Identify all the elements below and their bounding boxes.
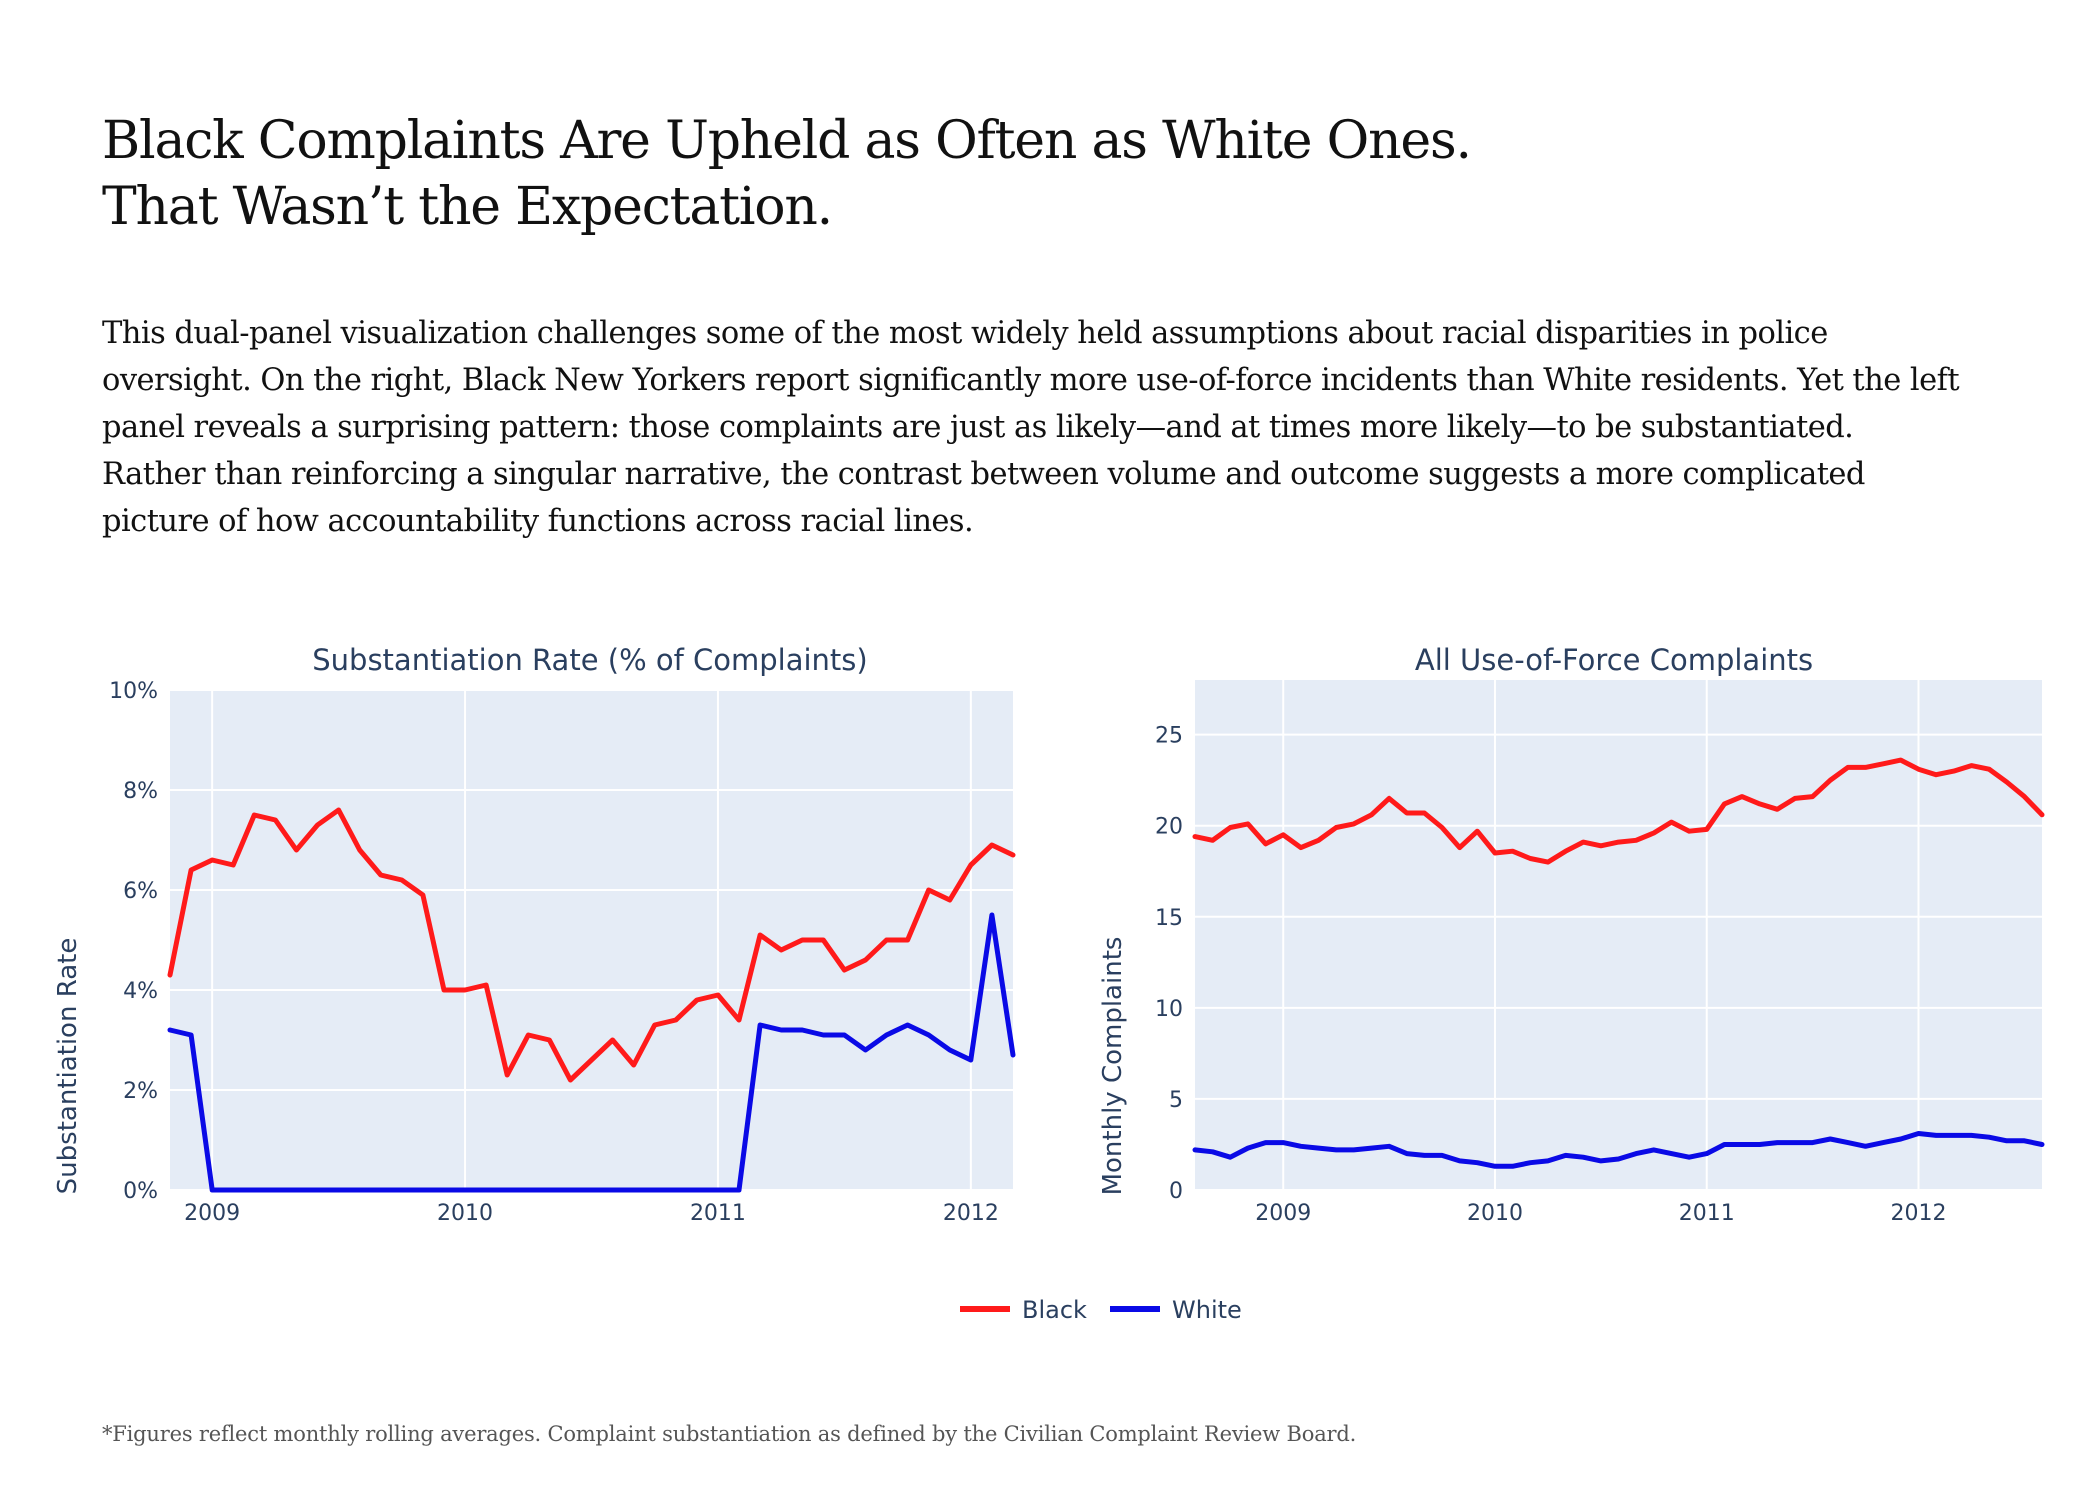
- headline-line-1: Black Complaints Are Upheld as Often as …: [102, 111, 1472, 171]
- legend-label-white: White: [1172, 1296, 1242, 1324]
- charts-figure: Substantiation Rate (% of Complaints) 0%…: [53, 643, 2045, 1324]
- use-of-force-y-tick-label: 25: [1155, 724, 1183, 749]
- use-of-force-x-tick-label: 2010: [1467, 1201, 1523, 1226]
- legend: Black White: [960, 1296, 1242, 1324]
- substantiation-y-tick-label: 4%: [123, 979, 158, 1004]
- headline-line-2: That Wasn’t the Expectation.: [102, 177, 833, 237]
- use-of-force-y-tick-label: 10: [1155, 997, 1183, 1022]
- use-of-force-plot-area: [1195, 680, 2042, 1190]
- substantiation-x-tick-label: 2010: [437, 1201, 493, 1226]
- legend-item-white[interactable]: White: [1110, 1296, 1242, 1324]
- substantiation-x-tick-label: 2011: [690, 1201, 746, 1226]
- intro-paragraph: This dual-panel visualization challenges…: [102, 316, 1960, 539]
- use-of-force-x-tick-label: 2012: [1890, 1201, 1946, 1226]
- substantiation-series-line-white: [167, 912, 1016, 1193]
- use-of-force-x-tick-label: 2011: [1679, 1201, 1735, 1226]
- use-of-force-chart-panel: 0 5 10 15 20 25 2009 2010 2011 2012: [1155, 680, 2045, 1226]
- substantiation-y-tick-label: 0%: [123, 1179, 158, 1204]
- use-of-force-y-tick-label: 15: [1155, 906, 1183, 931]
- substantiation-y-tick-label: 6%: [123, 879, 158, 904]
- use-of-force-series-line-white: [1192, 1131, 2045, 1169]
- substantiation-plot-area: [170, 690, 1013, 1190]
- chart-title-substantiation: Substantiation Rate (% of Complaints): [312, 643, 867, 677]
- substantiation-y-tick-label: 2%: [123, 1079, 158, 1104]
- y-axis-label-substantiation: Substantiation Rate: [53, 938, 83, 1195]
- use-of-force-x-tick-label: 2009: [1255, 1201, 1311, 1226]
- legend-item-black[interactable]: Black: [960, 1296, 1087, 1324]
- headline: Black Complaints Are Upheld as Often as …: [102, 108, 1802, 240]
- use-of-force-y-tick-label: 0: [1169, 1179, 1183, 1204]
- use-of-force-y-tick-label: 20: [1155, 815, 1183, 840]
- use-of-force-y-tick-label: 5: [1169, 1088, 1183, 1113]
- y-axis-label-monthly-complaints: Monthly Complaints: [1098, 937, 1128, 1196]
- use-of-force-series-line-black: [1192, 757, 2045, 865]
- substantiation-x-tick-label: 2012: [943, 1201, 999, 1226]
- substantiation-y-tick-label: 10%: [109, 679, 158, 704]
- legend-label-black: Black: [1022, 1296, 1087, 1324]
- footnote: *Figures reflect monthly rolling average…: [102, 1422, 1357, 1446]
- substantiation-x-tick-label: 2009: [184, 1201, 240, 1226]
- chart-title-use-of-force: All Use-of-Force Complaints: [1415, 643, 1813, 677]
- substantiation-y-tick-label: 8%: [123, 779, 158, 804]
- substantiation-series-line-black: [167, 807, 1016, 1083]
- substantiation-chart-panel: 0% 2% 4% 6% 8% 10% 2009 2010 2011 2012: [109, 679, 1016, 1226]
